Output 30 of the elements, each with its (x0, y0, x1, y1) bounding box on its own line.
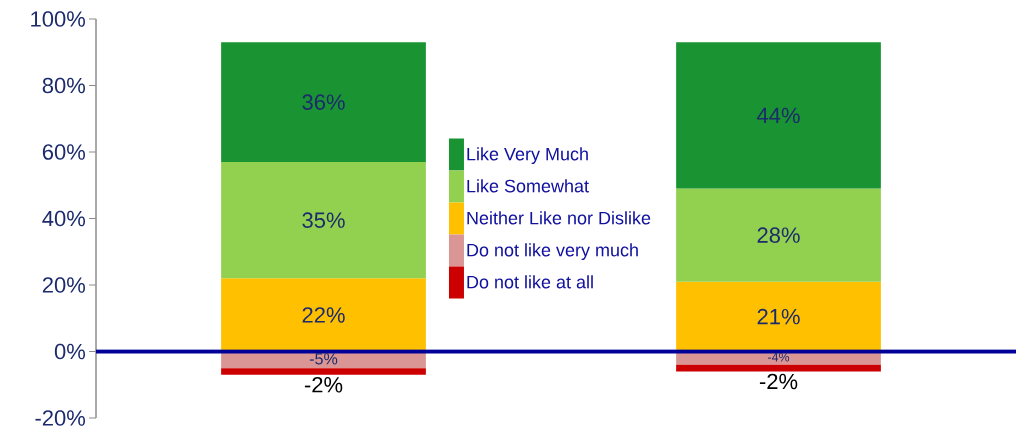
legend-label: Like Somewhat (467, 179, 589, 193)
legend-label: Neither Like nor Dislike (467, 211, 651, 225)
bar (676, 364, 881, 372)
bar (676, 188, 881, 282)
y-tick-label: 40% (42, 210, 86, 227)
y-tick-label: 60% (42, 144, 86, 160)
y-tick-label: 0% (54, 343, 86, 360)
y-tick-label: -20% (35, 410, 86, 426)
legend-label: Like Very Much (467, 147, 588, 164)
bar (221, 161, 426, 279)
data-label: -2% (759, 373, 798, 390)
y-tick-label: 100% (31, 11, 85, 27)
legend-label: Do not like very much (467, 243, 638, 260)
bar (221, 278, 426, 352)
bar (676, 281, 881, 352)
data-label: -5% (309, 353, 338, 365)
data-label: 36% (302, 94, 345, 110)
data-label: 22% (302, 307, 345, 323)
data-label: -2% (304, 376, 343, 393)
bar (221, 42, 426, 162)
y-tick-label: 80% (42, 77, 86, 94)
legend-label: Do not like at all (467, 275, 593, 289)
data-label: 35% (302, 212, 345, 228)
bar (676, 42, 881, 189)
data-label: 21% (757, 308, 800, 325)
data-label: 44% (757, 107, 800, 124)
bar (221, 368, 426, 375)
data-label: -4% (768, 352, 790, 362)
data-label: 28% (757, 227, 800, 243)
y-tick-label: 20% (42, 277, 86, 293)
